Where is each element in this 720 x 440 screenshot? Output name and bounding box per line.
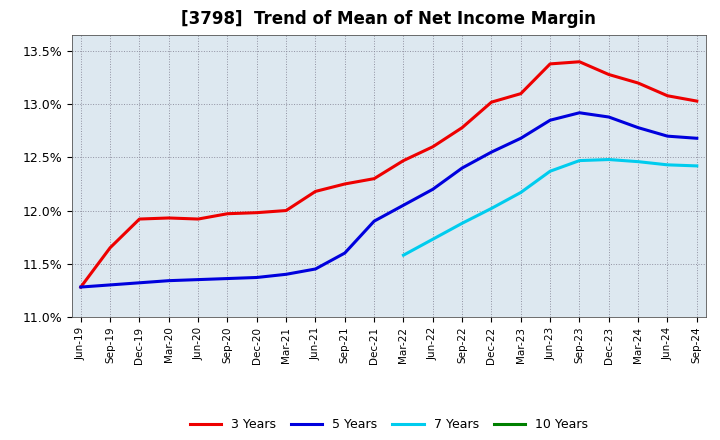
5 Years [370,219,379,224]
3 Years [370,176,379,181]
7 Years [546,169,554,174]
5 Years [663,133,672,139]
5 Years [428,187,437,192]
3 Years [516,91,525,96]
7 Years [693,163,701,169]
3 Years [634,81,642,86]
5 Years [399,202,408,208]
7 Years [575,158,584,163]
3 Years [223,211,232,216]
5 Years [605,114,613,120]
7 Years [605,157,613,162]
5 Years [693,136,701,141]
Line: 7 Years: 7 Years [403,160,697,255]
7 Years [458,220,467,226]
3 Years [693,99,701,104]
7 Years [487,206,496,211]
3 Years [311,189,320,194]
3 Years [135,216,144,222]
3 Years [458,125,467,130]
3 Years [428,144,437,150]
7 Years [516,190,525,195]
5 Years [458,165,467,171]
5 Years [516,136,525,141]
3 Years [76,284,85,290]
5 Years [575,110,584,115]
5 Years [135,280,144,286]
3 Years [253,210,261,215]
5 Years [223,276,232,281]
7 Years [634,159,642,164]
7 Years [428,237,437,242]
5 Years [311,266,320,271]
Legend: 3 Years, 5 Years, 7 Years, 10 Years: 3 Years, 5 Years, 7 Years, 10 Years [184,413,593,436]
5 Years [546,117,554,123]
3 Years [487,99,496,105]
5 Years [282,271,290,277]
7 Years [399,253,408,258]
3 Years [663,93,672,99]
5 Years [341,250,349,256]
5 Years [253,275,261,280]
5 Years [634,125,642,130]
Line: 3 Years: 3 Years [81,62,697,287]
3 Years [106,245,114,250]
3 Years [341,181,349,187]
3 Years [194,216,202,222]
7 Years [663,162,672,168]
3 Years [164,215,173,220]
5 Years [164,278,173,283]
5 Years [194,277,202,282]
5 Years [487,150,496,155]
3 Years [605,72,613,77]
3 Years [399,158,408,163]
5 Years [76,284,85,290]
3 Years [282,208,290,213]
Title: [3798]  Trend of Mean of Net Income Margin: [3798] Trend of Mean of Net Income Margi… [181,10,596,28]
3 Years [575,59,584,64]
5 Years [106,282,114,288]
Line: 5 Years: 5 Years [81,113,697,287]
3 Years [546,61,554,66]
